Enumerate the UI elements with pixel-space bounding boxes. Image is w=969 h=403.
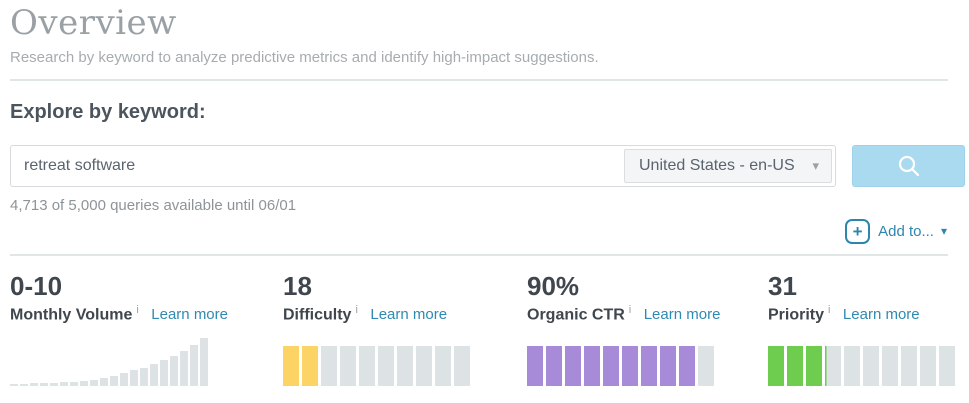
- histogram-bar: [190, 344, 198, 386]
- metric-label: Organic CTR: [527, 305, 625, 323]
- caret-down-icon: ▾: [940, 224, 947, 238]
- add-to-label: Add to...: [878, 222, 934, 240]
- learn-more-link[interactable]: Learn more: [842, 305, 920, 323]
- metric-label: Difficulty: [283, 305, 352, 323]
- locale-dropdown-label: United States - en-US: [639, 156, 795, 174]
- search-icon: [896, 153, 922, 179]
- gauge-segment: [806, 345, 822, 386]
- histogram-bar: [70, 381, 78, 386]
- histogram-bar: [130, 369, 138, 386]
- histogram-bar: [160, 359, 168, 386]
- histogram-bar: [140, 367, 148, 386]
- organic-ctr-gauge: [527, 336, 758, 386]
- metric-panel-priority: 31 Priority i Learn more: [768, 271, 968, 386]
- histogram-bar: [100, 377, 108, 386]
- add-to-row: + Add to... ▾: [10, 218, 947, 245]
- histogram-bar: [120, 372, 128, 386]
- priority-gauge: [768, 336, 958, 386]
- gauge-segment: [565, 345, 581, 386]
- histogram-bar: [90, 379, 98, 386]
- metric-label: Monthly Volume: [10, 305, 133, 323]
- locale-dropdown[interactable]: United States - en-US ▾: [624, 148, 832, 183]
- gauge-segment: [768, 345, 784, 386]
- learn-more-link[interactable]: Learn more: [151, 305, 228, 323]
- gauge-segment: [901, 345, 917, 386]
- section-divider: [10, 253, 948, 256]
- histogram-bar: [180, 350, 188, 386]
- gauge-segment: [416, 345, 432, 386]
- histogram-bar: [20, 383, 28, 386]
- gauge-segment: [882, 345, 898, 386]
- gauge-segment: [679, 345, 695, 386]
- gauge-segment: [603, 345, 619, 386]
- gauge-segment: [787, 345, 803, 386]
- metric-value: 18: [283, 270, 312, 301]
- metric-panel-organic-ctr: 90% Organic CTR i Learn more: [527, 271, 768, 386]
- metric-panel-monthly-volume: 0-10 Monthly Volume i Learn more: [10, 271, 283, 386]
- gauge-segment: [825, 345, 841, 386]
- gauge-segment: [622, 345, 638, 386]
- gauge-segment: [302, 345, 318, 386]
- learn-more-link[interactable]: Learn more: [370, 305, 448, 323]
- gauge-segment: [283, 345, 299, 386]
- keyword-search-box: United States - en-US ▾: [10, 144, 836, 187]
- metric-label: Priority: [768, 305, 825, 323]
- histogram-bar: [10, 383, 18, 386]
- metric-panel-difficulty: 18 Difficulty i Learn more: [283, 271, 527, 386]
- difficulty-gauge: [283, 336, 517, 386]
- header-divider: [10, 78, 948, 81]
- gauge-segment: [527, 345, 543, 386]
- gauge-segment: [454, 345, 470, 386]
- search-row: United States - en-US ▾: [10, 144, 969, 187]
- metric-value: 90%: [527, 270, 580, 301]
- gauge-segment: [939, 345, 955, 386]
- queries-note: 4,713 of 5,000 queries available until 0…: [10, 196, 297, 214]
- search-button[interactable]: [852, 144, 965, 187]
- histogram-bar: [80, 380, 88, 386]
- gauge-segment: [397, 345, 413, 386]
- metrics-row: 0-10 Monthly Volume i Learn more 18 Diffi…: [10, 271, 969, 386]
- gauge-segment: [340, 345, 356, 386]
- metric-value: 31: [768, 270, 797, 301]
- page: Overview Research by keyword to analyze …: [10, 3, 969, 386]
- gauge-segment: [698, 345, 714, 386]
- histogram-bar: [110, 375, 118, 386]
- metric-value: 0-10: [10, 270, 63, 301]
- histogram-bar: [60, 381, 68, 386]
- gauge-segment: [378, 345, 394, 386]
- histogram-bar: [170, 355, 178, 386]
- histogram-bar: [50, 382, 58, 386]
- explore-heading: Explore by keyword:: [10, 100, 206, 123]
- gauge-segment: [920, 345, 936, 386]
- gauge-segment: [546, 345, 562, 386]
- histogram-bar: [150, 363, 158, 386]
- gauge-segment: [584, 345, 600, 386]
- gauge-segment: [321, 345, 337, 386]
- plus-icon: +: [845, 218, 871, 244]
- info-icon[interactable]: i: [828, 303, 831, 316]
- info-icon[interactable]: i: [136, 303, 139, 316]
- gauge-segment: [359, 345, 375, 386]
- learn-more-link[interactable]: Learn more: [643, 305, 721, 323]
- gauge-segment: [641, 345, 657, 386]
- page-title: Overview: [10, 3, 177, 43]
- chevron-down-icon: ▾: [812, 157, 819, 173]
- page-subtitle: Research by keyword to analyze predictiv…: [10, 48, 599, 66]
- gauge-segment: [844, 345, 860, 386]
- gauge-segment: [660, 345, 676, 386]
- gauge-segment: [863, 345, 879, 386]
- histogram-bar: [200, 337, 208, 386]
- gauge-segment: [435, 345, 451, 386]
- keyword-input[interactable]: [11, 145, 611, 186]
- monthly-volume-histogram: [10, 336, 273, 386]
- histogram-bar: [30, 382, 38, 386]
- info-icon[interactable]: i: [628, 303, 632, 316]
- histogram-bar: [40, 382, 48, 386]
- add-to-button[interactable]: + Add to... ▾: [845, 218, 947, 244]
- info-icon[interactable]: i: [355, 303, 358, 316]
